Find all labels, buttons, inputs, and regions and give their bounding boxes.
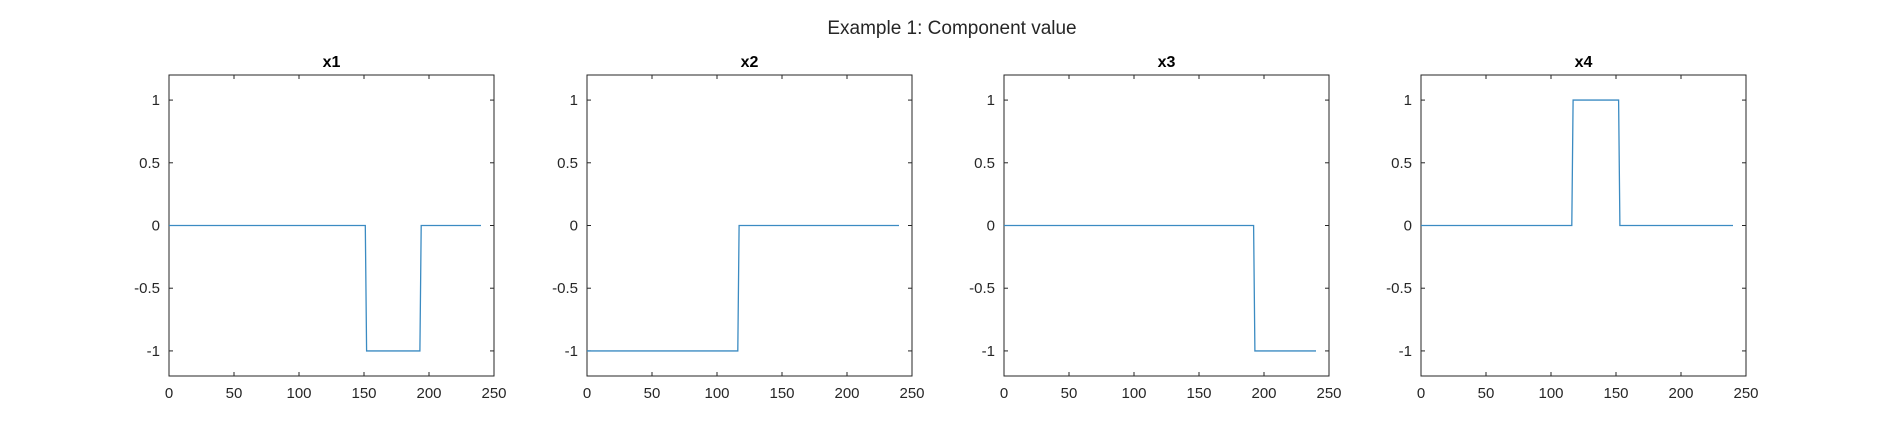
subplot-2: x2 0 50 100 150 200 250 1 0.5 0 -0.5 -1 — [552, 54, 924, 402]
subplot-title: x2 — [741, 54, 759, 71]
y-tick-label: 1 — [987, 92, 995, 109]
x-tick-label: 50 — [1061, 385, 1078, 402]
x-tick-label: 0 — [583, 385, 591, 402]
y-tick-label: 0.5 — [974, 155, 995, 172]
y-tick-label: 1 — [152, 92, 160, 109]
y-tick-label: 0 — [987, 218, 995, 235]
y-tick-label: -1 — [565, 343, 578, 360]
x-tick-label: 100 — [1121, 385, 1146, 402]
x-tick-label: 150 — [1186, 385, 1211, 402]
subplot-3: x3 0 50 100 150 200 250 1 0.5 0 -0.5 -1 — [969, 54, 1341, 402]
x-tick-label: 0 — [1000, 385, 1008, 402]
y-tick-label: -0.5 — [134, 280, 160, 297]
subplot-title: x1 — [323, 54, 341, 71]
x-tick-label: 200 — [1668, 385, 1693, 402]
y-tick-label: 0.5 — [557, 155, 578, 172]
x-tick-label: 100 — [286, 385, 311, 402]
y-tick-label: -1 — [982, 343, 995, 360]
x-tick-label: 200 — [1251, 385, 1276, 402]
y-tick-label: 0 — [1404, 218, 1412, 235]
y-tick-label: 1 — [1404, 92, 1412, 109]
x-tick-label: 250 — [481, 385, 506, 402]
y-tick-label: 0 — [152, 218, 160, 235]
subplot-1: x1 0 50 100 150 200 250 1 0.5 0 -0.5 -1 — [134, 54, 506, 402]
y-tick-label: 0.5 — [1391, 155, 1412, 172]
subplot-4: x4 0 50 100 150 200 250 1 0.5 0 -0.5 -1 — [1386, 54, 1758, 402]
x-tick-label: 150 — [1603, 385, 1628, 402]
series-line-1 — [1421, 99, 1733, 227]
figure-title: Example 1: Component value — [827, 18, 1076, 39]
y-tick-label: -0.5 — [1386, 280, 1412, 297]
x-tick-label: 250 — [1733, 385, 1758, 402]
y-tick-label: 1 — [570, 92, 578, 109]
series-line-1 — [169, 224, 481, 352]
x-tick-label: 100 — [704, 385, 729, 402]
x-tick-label: 200 — [416, 385, 441, 402]
x-tick-label: 200 — [834, 385, 859, 402]
x-tick-label: 100 — [1538, 385, 1563, 402]
x-tick-label: 250 — [1316, 385, 1341, 402]
y-tick-label: -1 — [147, 343, 160, 360]
x-tick-label: 50 — [644, 385, 661, 402]
series-line-1 — [587, 224, 899, 352]
subplot-title: x4 — [1575, 54, 1593, 71]
x-tick-label: 50 — [226, 385, 243, 402]
x-tick-label: 0 — [165, 385, 173, 402]
subplot-title: x3 — [1158, 54, 1176, 71]
y-tick-label: -0.5 — [969, 280, 995, 297]
y-tick-label: -1 — [1399, 343, 1412, 360]
series-line-1 — [1004, 224, 1316, 352]
x-tick-label: 0 — [1417, 385, 1425, 402]
x-tick-label: 250 — [899, 385, 924, 402]
x-tick-label: 50 — [1478, 385, 1495, 402]
x-tick-label: 150 — [769, 385, 794, 402]
y-tick-label: -0.5 — [552, 280, 578, 297]
x-tick-label: 150 — [351, 385, 376, 402]
y-tick-label: 0.5 — [139, 155, 160, 172]
y-tick-label: 0 — [570, 218, 578, 235]
